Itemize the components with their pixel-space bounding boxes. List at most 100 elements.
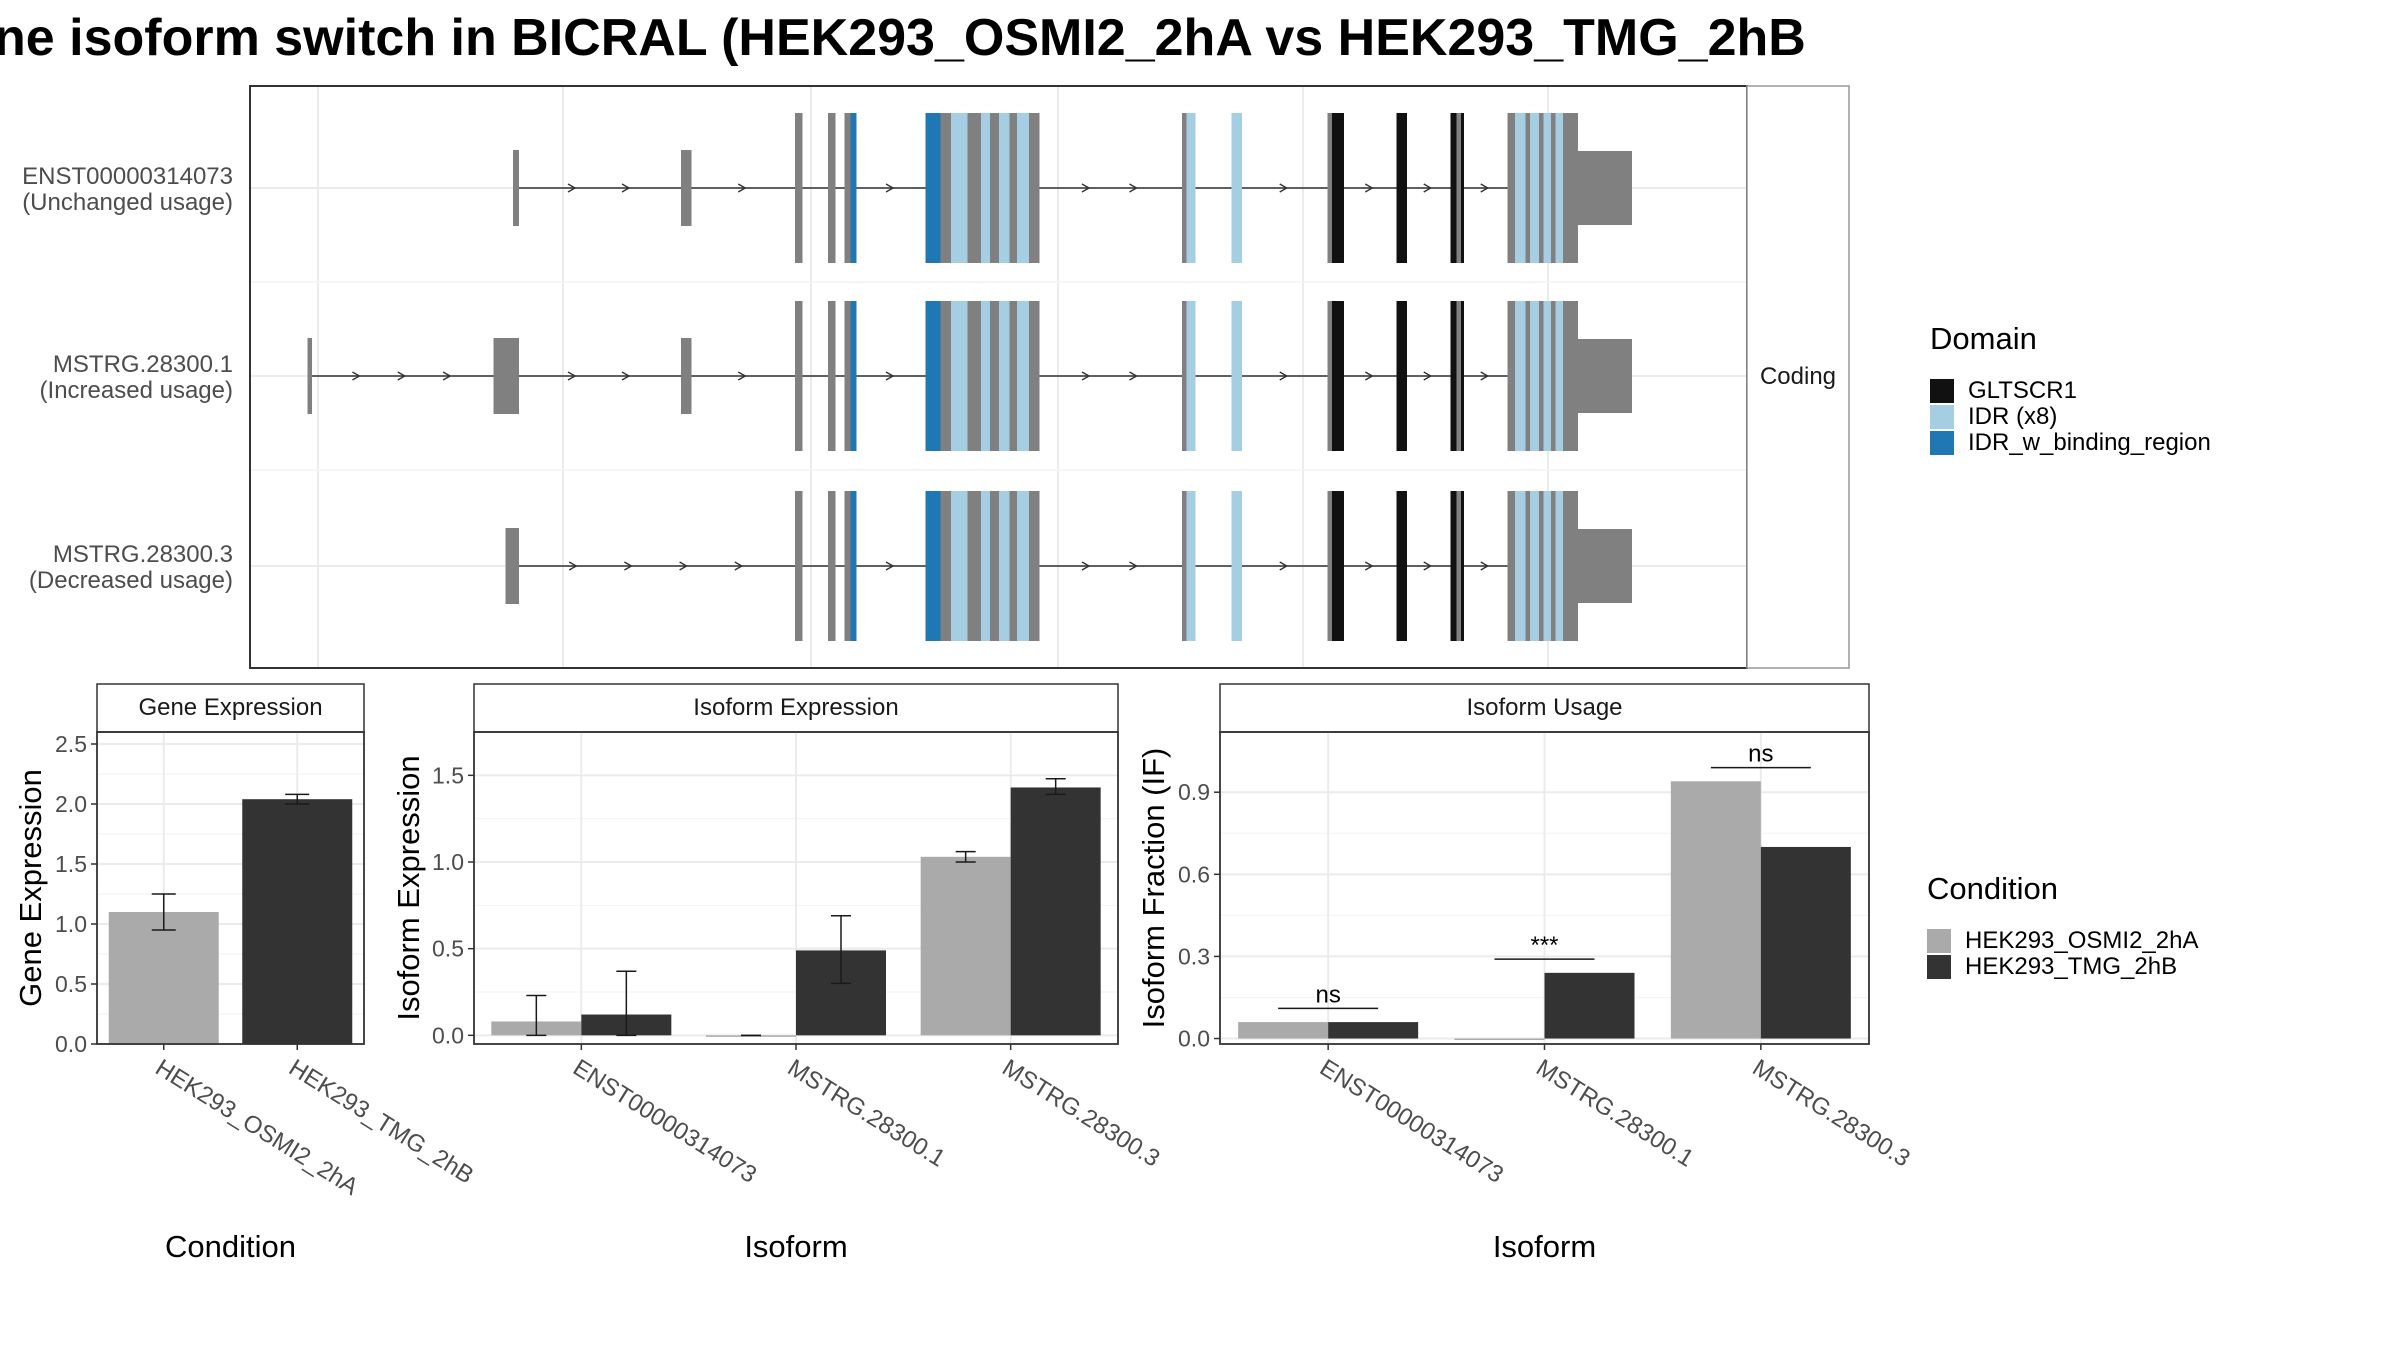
x-tick-label: ENST00000314073 <box>1315 1054 1508 1189</box>
bar <box>1544 972 1635 1039</box>
direction-arrow <box>1081 561 1091 571</box>
y-tick-label: 0.0 <box>1178 1026 1210 1052</box>
direction-arrow <box>679 561 689 571</box>
significance-label: *** <box>1530 932 1558 959</box>
domain-block-idr <box>1017 301 1029 451</box>
domain-block-idr-w-binding-region <box>925 301 941 451</box>
domain-block-idr <box>999 491 1010 641</box>
direction-arrow <box>621 183 631 193</box>
direction-arrow <box>1364 183 1374 193</box>
domain-block-idr <box>1515 113 1526 263</box>
exon-block <box>828 301 836 451</box>
x-axis-title: Condition <box>165 1229 296 1264</box>
exon-block <box>1009 113 1017 263</box>
exon-block <box>967 491 981 641</box>
legend-title: Domain <box>1930 321 2037 356</box>
y-tick-label: 0.9 <box>1178 779 1210 805</box>
plot-border <box>96 731 365 1045</box>
panel-title: Gene Expression <box>138 694 322 721</box>
domain-block-gltscr1 <box>1461 491 1464 641</box>
direction-arrow <box>1364 561 1374 571</box>
x-tick-label: ENST00000314073 <box>568 1054 761 1189</box>
exon-block <box>844 113 851 263</box>
domain-block-idr <box>1555 113 1563 263</box>
y-tick-label: 1.5 <box>432 762 464 788</box>
y-tick-label: 0.5 <box>432 936 464 962</box>
transcript-usage-label: (Increased usage) <box>40 377 233 404</box>
exon-block <box>1029 113 1040 263</box>
exon-block <box>1327 113 1332 263</box>
exon-block <box>990 113 999 263</box>
bar <box>108 912 219 1044</box>
direction-arrow <box>885 561 895 571</box>
domain-block-idr <box>1543 113 1551 263</box>
exon-block <box>1539 301 1544 451</box>
transcript-row-mstrg-28300-1 <box>307 301 1632 451</box>
direction-arrow <box>624 561 633 571</box>
exon-block <box>844 301 851 451</box>
exon-block <box>1327 301 1332 451</box>
direction-arrow <box>1129 371 1138 381</box>
domain-block-idr <box>999 301 1010 451</box>
exon-block <box>307 338 312 414</box>
y-tick-label: 1.0 <box>432 849 464 875</box>
exon-block <box>1539 113 1544 263</box>
exon-block <box>681 338 692 414</box>
direction-arrow <box>567 183 577 193</box>
legend-label: HEK293_OSMI2_2hA <box>1965 927 2198 954</box>
y-tick-label: 2.5 <box>55 731 87 757</box>
direction-arrow <box>1279 183 1289 193</box>
domain-block-gltscr1 <box>1332 301 1344 451</box>
exon-block <box>505 528 519 604</box>
figure-title: ne isoform switch in BICRAL (HEK293_OSMI… <box>0 9 1806 67</box>
y-axis-title: Gene Expression <box>13 769 48 1007</box>
exon-block <box>1182 301 1187 451</box>
exon-block <box>940 491 951 641</box>
exon-block <box>1182 491 1187 641</box>
domain-block-idr <box>1555 491 1563 641</box>
exon-block <box>1578 151 1632 225</box>
direction-arrow <box>1129 183 1138 193</box>
exon-block <box>940 113 951 263</box>
isoform-usage-panel: Isoform Usage 0.0 0.3 0.6 0.9 ENST00000314073… <box>1136 683 1915 1264</box>
domain-block-idr <box>1530 491 1539 641</box>
x-axis-title: Isoform <box>1493 1229 1596 1264</box>
exon-block <box>1525 491 1530 641</box>
y-tick-label: 1.5 <box>55 851 87 877</box>
domain-block-gltscr1 <box>1396 301 1407 451</box>
domain-block-idr <box>1530 113 1539 263</box>
y-tick-label: 1.0 <box>55 911 87 937</box>
legend-swatch <box>1927 955 1951 979</box>
domain-block-idr <box>1186 301 1196 451</box>
exon-block <box>1327 491 1332 641</box>
legend-label: IDR (x8) <box>1968 403 2057 430</box>
exon-block <box>795 113 803 263</box>
domain-block-idr <box>999 113 1010 263</box>
y-tick-label: 0.5 <box>55 971 87 997</box>
direction-arrow <box>1081 371 1091 381</box>
transcript-structure-plot: ENST00000314073(Unchanged usage) MSTRG.28… <box>22 85 1850 669</box>
plot-border <box>473 731 1119 1045</box>
legend-label: IDR_w_binding_region <box>1968 429 2211 456</box>
y-tick-label: 0.0 <box>55 1031 87 1057</box>
bar <box>1760 846 1851 1039</box>
domain-block-idr <box>951 113 968 263</box>
exon-block <box>844 491 851 641</box>
exon-block <box>1029 301 1040 451</box>
exon-block <box>1525 113 1530 263</box>
direction-arrow <box>737 183 747 193</box>
exon-block <box>1182 113 1187 263</box>
y-axis-title: Isoform Fraction (IF) <box>1136 748 1171 1029</box>
exon-block <box>681 150 692 226</box>
domain-block-idr <box>1515 301 1526 451</box>
x-tick-label: MSTRG.28300.3 <box>997 1054 1164 1172</box>
significance-label: ns <box>1315 981 1340 1008</box>
y-tick-label: 0.0 <box>432 1022 464 1048</box>
direction-arrow <box>1423 371 1433 381</box>
exon-block <box>1578 529 1632 603</box>
exon-block <box>828 113 836 263</box>
domain-block-idr <box>951 301 968 451</box>
domain-block-gltscr1 <box>1450 113 1457 263</box>
direction-arrow <box>567 371 577 381</box>
